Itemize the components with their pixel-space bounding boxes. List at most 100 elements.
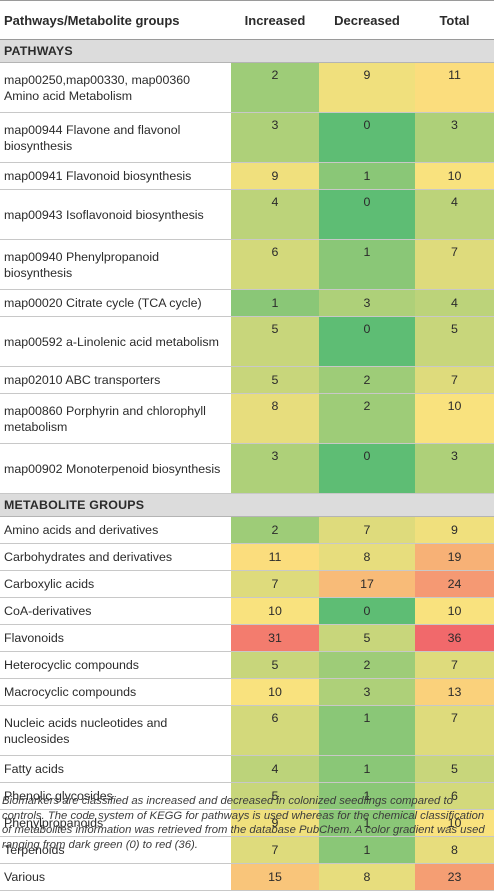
table-caption: Biomarkers are classified as increased a… [2,795,485,851]
cell-increased: 15 [231,863,319,891]
cell-total: 8 [415,836,494,864]
cell-total: 7 [415,366,494,394]
header-pathways: Pathways/Metabolite groups [0,0,231,40]
cell-decreased: 1 [319,162,415,190]
cell-total: 7 [415,651,494,679]
table-row: map00902 Monoterpenoid biosynthesis 3 0 3 [0,443,494,494]
cell-decreased: 0 [319,112,415,163]
cell-increased: 5 [231,782,319,810]
row-label: map00020 Citrate cycle (TCA cycle) [0,289,231,317]
row-label: Phenolic glycosides [0,782,231,810]
cell-total: 5 [415,755,494,783]
row-label: Terpenoids [0,836,231,864]
cell-increased: 4 [231,189,319,240]
table-row: Macrocyclic compounds 10 3 13 [0,678,494,706]
row-label: Carbohydrates and derivatives [0,543,231,571]
cell-decreased: 9 [319,62,415,113]
cell-decreased: 7 [319,516,415,544]
row-label: Macrocyclic compounds [0,678,231,706]
row-label: map00940 Phenylpropanoid biosynthesis [0,239,231,290]
table-row: CoA-derivatives 10 0 10 [0,597,494,625]
section-title: METABOLITE GROUPS [0,493,494,517]
row-label: Fatty acids [0,755,231,783]
row-label: map00592 a-Linolenic acid metabolism [0,316,231,367]
cell-total: 10 [415,809,494,837]
cell-decreased: 1 [319,239,415,290]
table-row: Heterocyclic compounds 5 2 7 [0,651,494,679]
cell-increased: 9 [231,162,319,190]
cell-increased: 5 [231,316,319,367]
cell-total: 7 [415,705,494,756]
table-row: Carboxylic acids 7 17 24 [0,570,494,598]
cell-total: 11 [415,62,494,113]
cell-decreased: 1 [319,836,415,864]
cell-total: 19 [415,543,494,571]
table-row: Terpenoids 7 1 8 [0,836,494,864]
cell-decreased: 8 [319,863,415,891]
cell-increased: 5 [231,366,319,394]
table-row: map00592 a-Linolenic acid metabolism 5 0 5 [0,316,494,367]
cell-increased: 2 [231,516,319,544]
row-label: Amino acids and derivatives [0,516,231,544]
cell-total: 9 [415,516,494,544]
cell-total: 36 [415,624,494,652]
cell-increased: 10 [231,678,319,706]
cell-total: 10 [415,393,494,444]
cell-increased: 7 [231,570,319,598]
cell-total: 6 [415,782,494,810]
cell-increased: 3 [231,443,319,494]
cell-decreased: 1 [319,755,415,783]
header-total: Total [415,0,494,40]
cell-increased: 31 [231,624,319,652]
cell-increased: 9 [231,809,319,837]
header-increased: Increased [231,0,319,40]
cell-decreased: 5 [319,624,415,652]
row-label: map00902 Monoterpenoid biosynthesis [0,443,231,494]
cell-decreased: 1 [319,705,415,756]
table-row: map00943 Isoflavonoid biosynthesis 4 0 4 [0,189,494,240]
table-row: map00250,map00330, map00360 Amino acid M… [0,62,494,113]
cell-total: 3 [415,443,494,494]
row-label: Various [0,863,231,891]
cell-increased: 11 [231,543,319,571]
table-row: Various 15 8 23 [0,863,494,891]
row-label: Flavonoids [0,624,231,652]
table-header: Pathways/Metabolite groups Increased Dec… [0,0,494,40]
cell-total: 10 [415,162,494,190]
row-label: map00250,map00330, map00360 Amino acid M… [0,62,231,113]
cell-increased: 6 [231,705,319,756]
row-label: map00860 Porphyrin and chlorophyll metab… [0,393,231,444]
table-row: Fatty acids 4 1 5 [0,755,494,783]
cell-increased: 2 [231,62,319,113]
cell-total: 7 [415,239,494,290]
row-label: Carboxylic acids [0,570,231,598]
table-row: map02010 ABC transporters 5 2 7 [0,366,494,394]
cell-increased: 3 [231,112,319,163]
table-row: Flavonoids 31 5 36 [0,624,494,652]
section-row: METABOLITE GROUPS [0,493,494,517]
cell-decreased: 8 [319,543,415,571]
table-row: Nucleic acids nucleotides and nucleoside… [0,705,494,756]
row-label: Phenylpropanoids [0,809,231,837]
table-row: map00860 Porphyrin and chlorophyll metab… [0,393,494,444]
cell-decreased: 1 [319,809,415,837]
header-row: Pathways/Metabolite groups Increased Dec… [0,0,494,40]
table-row: map00020 Citrate cycle (TCA cycle) 1 3 4 [0,289,494,317]
table-row: Carbohydrates and derivatives 11 8 19 [0,543,494,571]
cell-decreased: 2 [319,366,415,394]
cell-decreased: 0 [319,316,415,367]
cell-decreased: 2 [319,393,415,444]
cell-total: 4 [415,289,494,317]
cell-decreased: 0 [319,189,415,240]
cell-total: 5 [415,316,494,367]
cell-increased: 4 [231,755,319,783]
cell-total: 4 [415,189,494,240]
cell-decreased: 3 [319,678,415,706]
table-row: map00940 Phenylpropanoid biosynthesis 6 1 7 [0,239,494,290]
cell-decreased: 0 [319,443,415,494]
row-label: map00944 Flavone and flavonol biosynthes… [0,112,231,163]
table-row: Phenolic glycosides 5 1 6 [0,782,494,810]
cell-increased: 5 [231,651,319,679]
